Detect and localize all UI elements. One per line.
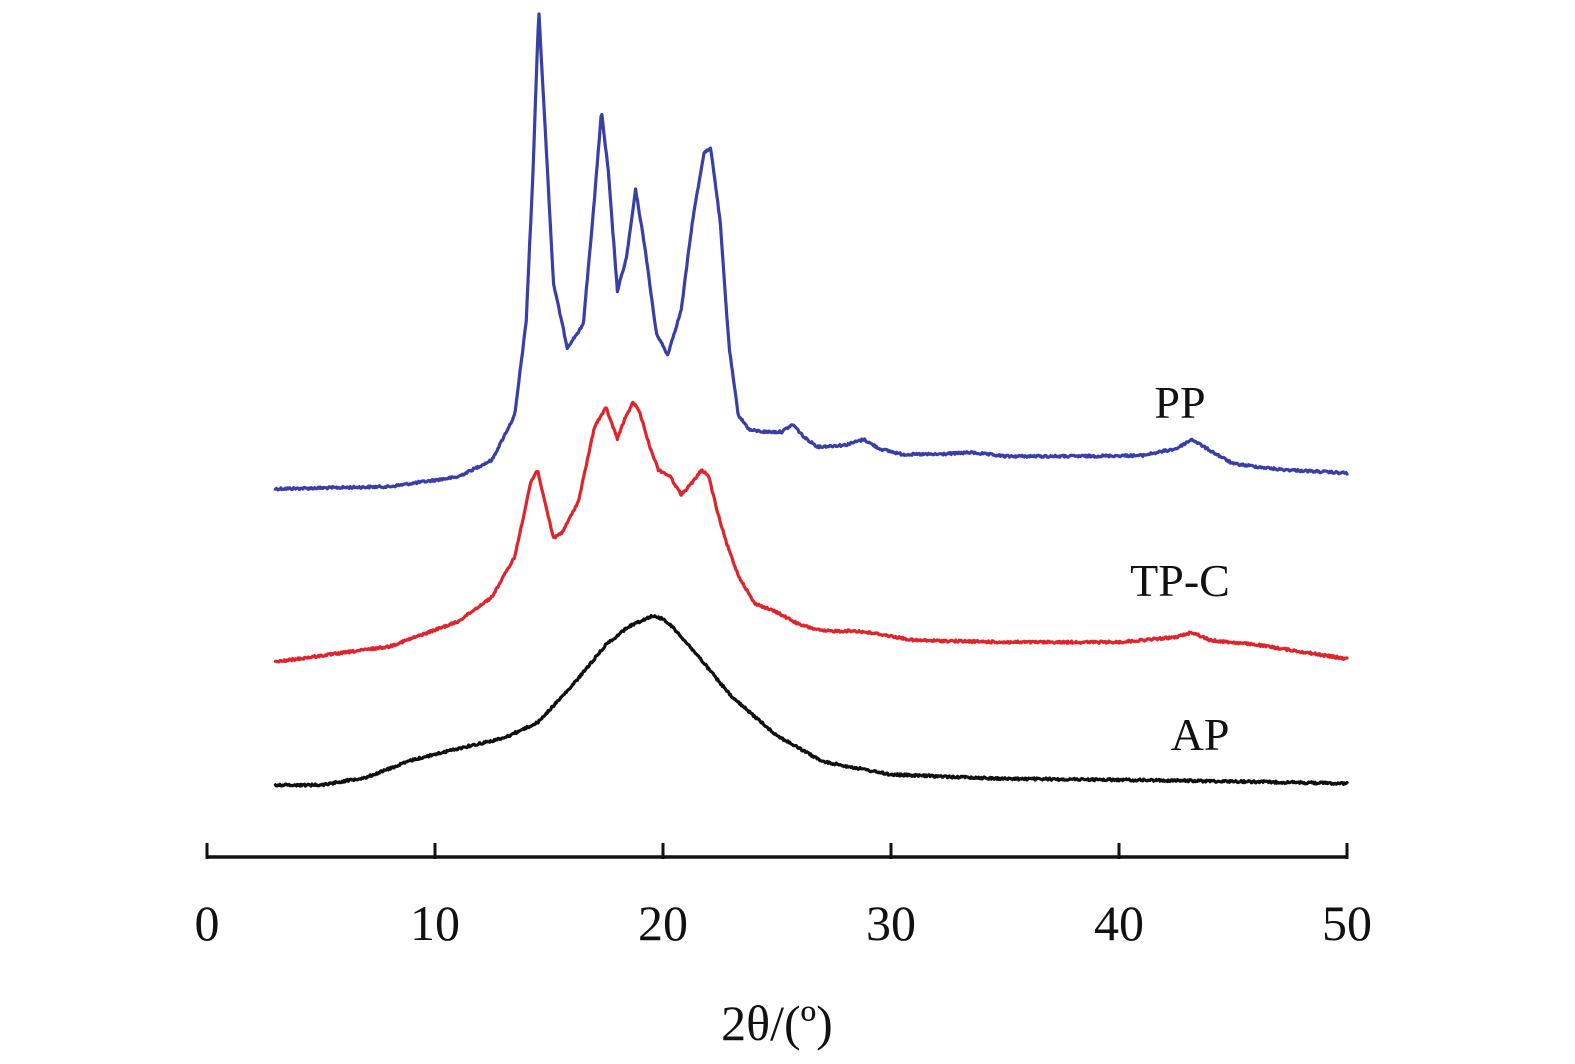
x-tick-label-20: 20 — [638, 895, 688, 951]
x-axis-title: 2θ/(º) — [721, 995, 833, 1051]
series-line-ap — [273, 613, 1349, 788]
series-label-ap: AP — [1171, 709, 1230, 760]
series-line-pp — [273, 12, 1349, 492]
series-line-tp-c — [273, 400, 1349, 664]
series-labels: PP TP-C AP — [1130, 377, 1230, 760]
x-tick-label-10: 10 — [410, 895, 460, 951]
x-tick-label-30: 30 — [866, 895, 916, 951]
series-label-pp: PP — [1154, 377, 1205, 428]
x-axis-ticks: 0 10 20 30 40 50 — [195, 843, 1372, 951]
x-tick-label-50: 50 — [1322, 895, 1372, 951]
series-label-tp-c: TP-C — [1130, 555, 1230, 606]
series-group — [273, 12, 1349, 788]
x-tick-label-0: 0 — [195, 895, 220, 951]
x-tick-label-40: 40 — [1094, 895, 1144, 951]
